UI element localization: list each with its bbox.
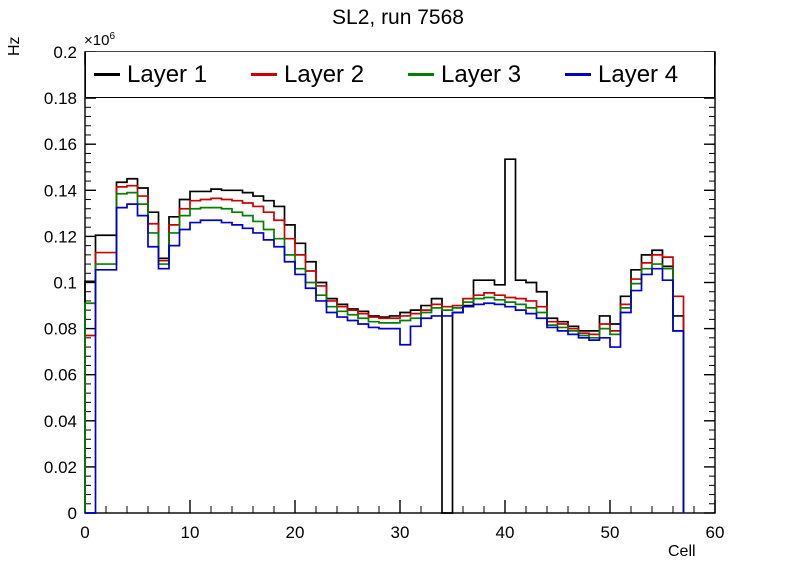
legend-entry-label: Layer 1 xyxy=(127,60,208,88)
series-line-layer-4 xyxy=(85,203,685,514)
legend-entry-2[interactable]: Layer 2 xyxy=(243,61,400,89)
y-tick-label: 0.2 xyxy=(53,43,77,62)
y-axis-exponent: ×106 xyxy=(84,31,115,49)
y-axis-exponent-power: 6 xyxy=(109,31,116,42)
series-line-layer-3 xyxy=(84,191,685,513)
y-tick-label: 0.06 xyxy=(44,366,77,385)
y-tick-label: 0.18 xyxy=(44,89,77,108)
legend-color-swatch xyxy=(408,73,434,76)
y-tick-label: 0.14 xyxy=(44,181,77,200)
x-tick-label: 40 xyxy=(496,523,515,542)
y-tick-label: 0.1 xyxy=(53,274,77,293)
legend-color-swatch xyxy=(565,73,591,76)
legend-color-swatch xyxy=(251,73,277,76)
legend-entry-label: Layer 4 xyxy=(598,60,679,88)
y-tick-label: 0 xyxy=(68,504,77,523)
series-line-layer-1 xyxy=(84,158,685,514)
axis-frame-rect xyxy=(84,51,716,514)
page-title: SL2, run 7568 xyxy=(332,6,464,29)
y-axis-exponent-base: ×10 xyxy=(84,32,110,49)
x-axis-title: Cell xyxy=(668,543,696,560)
y-tick-label: 0.12 xyxy=(44,227,77,246)
legend-entry-label: Layer 2 xyxy=(284,60,365,88)
data-series-group xyxy=(84,158,685,514)
legend-entry-3[interactable]: Layer 3 xyxy=(400,61,557,89)
axis-frame xyxy=(84,51,716,514)
y-tick-label: 0.04 xyxy=(44,412,77,431)
legend-entry-4[interactable]: Layer 4 xyxy=(557,61,714,89)
series-line-layer-2 xyxy=(84,184,685,513)
x-tick-label: 10 xyxy=(181,523,200,542)
y-axis-ticks: 0 0.02 0.04 0.06 0.08 0.1 0.12 0.14 0.16 0.18 0.2 xyxy=(44,43,715,523)
legend: Layer 1 Layer 2 Layer 3 Layer 4 xyxy=(85,52,715,98)
y-tick-label: 0.08 xyxy=(44,320,77,339)
legend-color-swatch xyxy=(94,73,120,76)
x-tick-label: 60 xyxy=(706,523,725,542)
x-tick-label: 20 xyxy=(286,523,305,542)
x-tick-label: 30 xyxy=(391,523,410,542)
y-tick-label: 0.02 xyxy=(44,458,77,477)
x-tick-label: 0 xyxy=(80,523,89,542)
legend-entry-label: Layer 3 xyxy=(441,60,522,88)
y-tick-label: 0.16 xyxy=(44,135,77,154)
legend-entry-1[interactable]: Layer 1 xyxy=(86,61,243,89)
x-tick-label: 50 xyxy=(601,523,620,542)
